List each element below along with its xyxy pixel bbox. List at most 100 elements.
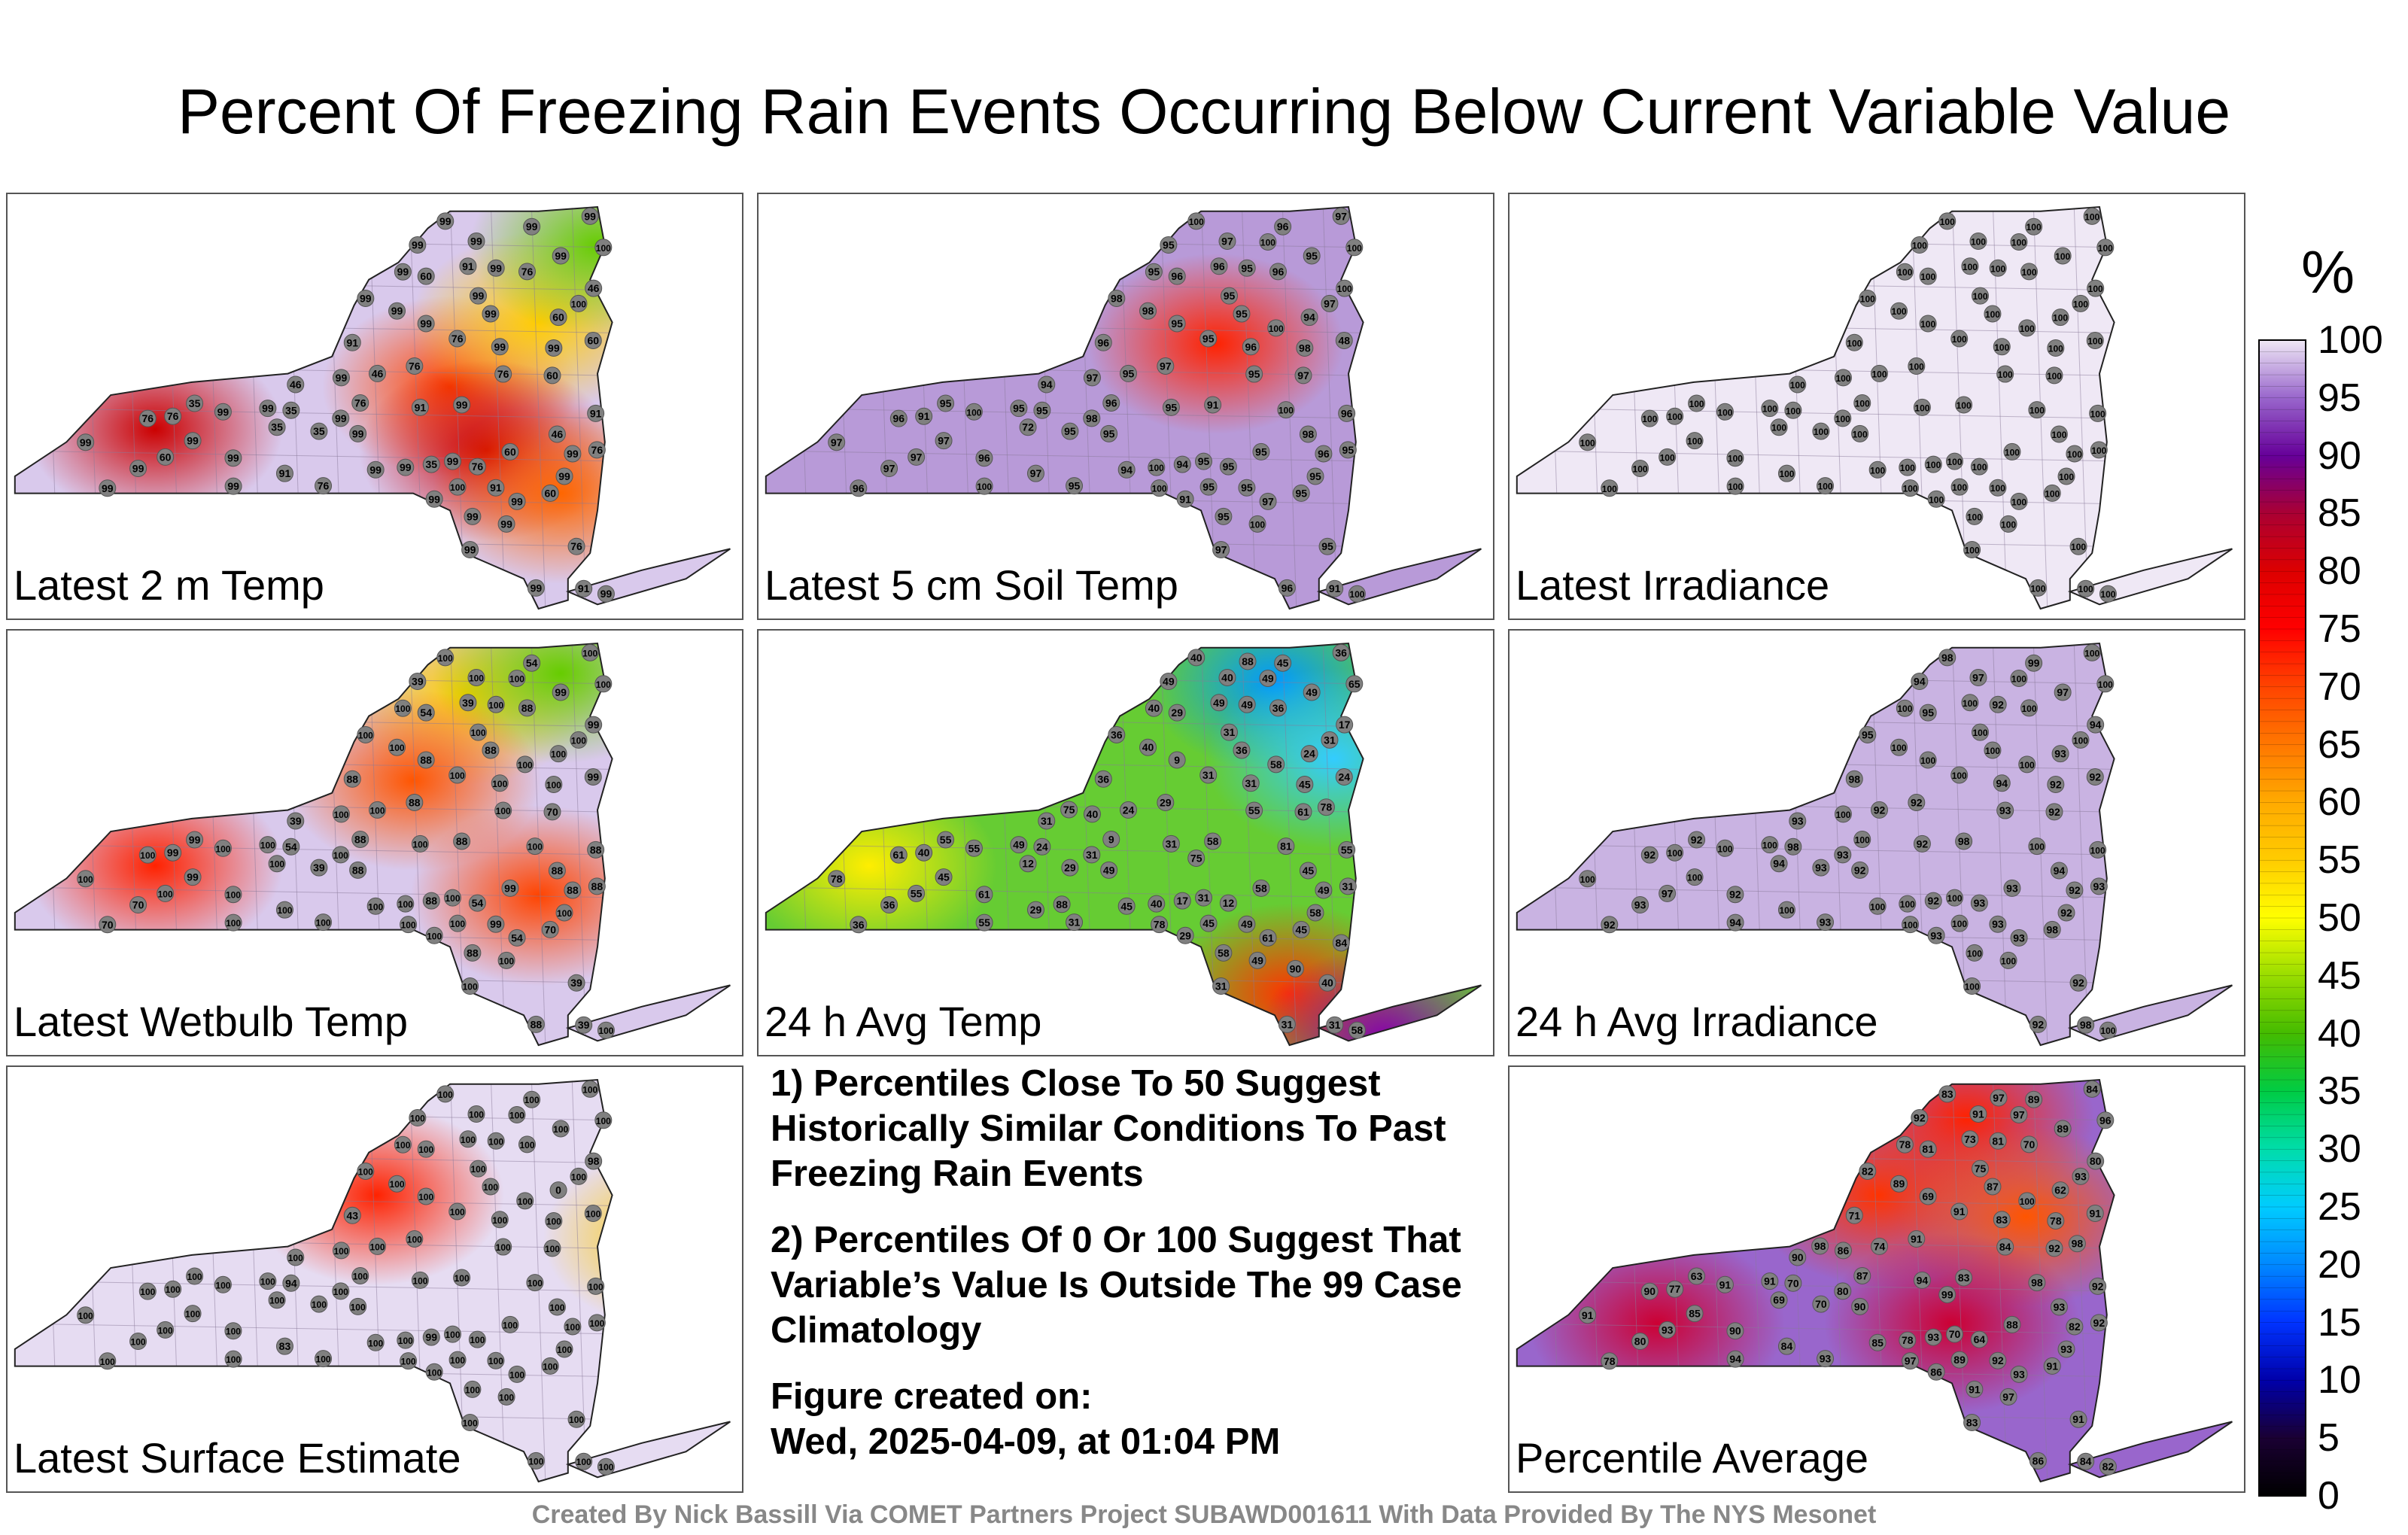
station-value: 94: [1996, 777, 2008, 789]
county-line: [1516, 971, 2233, 986]
station-marker: 93: [2072, 1167, 2090, 1185]
station-value: 100: [2067, 449, 2082, 460]
station-value: 100: [1642, 414, 1657, 424]
station-value: 100: [469, 1109, 484, 1120]
station-value: 60: [504, 445, 516, 457]
station-value: 95: [1342, 444, 1354, 456]
station-marker: 93: [1812, 859, 1830, 877]
station-marker: 70: [129, 896, 147, 914]
station-value: 98: [2046, 923, 2058, 935]
station-marker: 100: [1777, 464, 1795, 482]
station-marker: 95: [1215, 507, 1233, 525]
station-value: 82: [2069, 1321, 2081, 1333]
station-marker: 100: [315, 1350, 333, 1368]
station-marker: 93: [2051, 745, 2069, 763]
station-value: 99: [526, 220, 538, 233]
station-marker: 94: [1726, 913, 1744, 932]
station-marker: 100: [1148, 458, 1166, 476]
station-marker: 100: [2018, 1192, 2036, 1210]
station-marker: 83: [275, 1337, 293, 1355]
station-marker: 100: [1336, 279, 1354, 297]
station-value: 96: [1341, 407, 1353, 419]
station-marker: 100: [2099, 1021, 2117, 1039]
station-value: 97: [1262, 495, 1274, 507]
station-value: 100: [1855, 834, 1870, 845]
station-marker: 100: [508, 1105, 526, 1123]
station-value: 75: [1190, 852, 1202, 864]
station-value: 100: [369, 805, 385, 816]
station-value: 39: [412, 676, 424, 688]
station-marker: 100: [581, 1080, 599, 1098]
station-marker: 100: [594, 239, 613, 257]
station-value: 100: [1920, 755, 1935, 766]
station-value: 100: [450, 1207, 465, 1217]
station-value: 100: [1947, 457, 1962, 467]
station-value: 97: [883, 463, 895, 475]
station-value: 35: [313, 425, 325, 437]
station-value: 70: [1787, 1277, 1799, 1289]
station-marker: 100: [397, 895, 415, 913]
station-value: 93: [2013, 1368, 2025, 1380]
station-value: 95: [1248, 368, 1260, 380]
station-value: 39: [290, 815, 302, 827]
station-value: 100: [2030, 583, 2045, 594]
station-value: 40: [1142, 741, 1154, 753]
station-marker: 100: [224, 1322, 242, 1340]
station-marker: 87: [1984, 1178, 2002, 1196]
station-value: 100: [2090, 845, 2105, 856]
station-marker: 100: [584, 1205, 602, 1223]
station-marker: 100: [397, 1331, 415, 1349]
map-panel-4: 39 54 100 39 54 88 39 99 100 88 88 54 88 99 39 39 88 39 10…: [6, 629, 743, 1056]
station-value: 100: [2020, 324, 2035, 334]
station-marker: 99: [552, 683, 570, 701]
station-marker: 99: [491, 338, 509, 356]
colorbar-tick: 5: [2318, 1416, 2340, 1461]
station-value: 76: [167, 410, 179, 422]
station-marker: 100: [443, 889, 461, 907]
station-marker: 24: [1120, 801, 1138, 819]
station-value: 100: [598, 1026, 613, 1036]
station-marker: 100: [1716, 839, 1734, 857]
station-value: 96: [1245, 341, 1257, 353]
colorbar-tick: 45: [2318, 953, 2361, 998]
station-value: 99: [567, 448, 579, 460]
station-value: 76: [451, 333, 464, 345]
station-marker: 100: [1267, 319, 1285, 337]
station-value: 100: [1814, 427, 1829, 437]
station-value: 70: [132, 899, 144, 911]
panel-label: Latest 2 m Temp: [14, 561, 324, 609]
colorbar-tick: 0: [2318, 1474, 2340, 1518]
station-marker: 91: [487, 479, 505, 497]
station-marker: 78: [1896, 1135, 1914, 1154]
station-value: 99: [531, 582, 543, 594]
station-marker: 88: [1053, 895, 1071, 913]
station-value: 76: [497, 368, 509, 380]
station-value: 36: [853, 919, 865, 931]
station-value: 72: [1022, 421, 1034, 433]
station-marker: 78: [1899, 1331, 1917, 1349]
station-value: 49: [1318, 884, 1330, 896]
station-value: 100: [1947, 893, 1962, 904]
station-marker: 91: [915, 407, 933, 425]
station-value: 94: [2090, 719, 2102, 731]
county-line: [765, 971, 1482, 986]
county-line: [1516, 535, 2233, 549]
station-marker: 12: [1219, 894, 1237, 912]
station-value: 70: [102, 919, 114, 931]
station-marker: 93: [1817, 913, 1835, 932]
station-marker: 100: [394, 1135, 412, 1154]
station-value: 76: [142, 412, 154, 424]
panel-label: 24 h Avg Temp: [765, 998, 1042, 1045]
station-marker: 99: [99, 479, 117, 497]
station-value: 92: [1917, 837, 1929, 850]
station-value: 99: [600, 588, 613, 600]
station-marker: 70: [1812, 1295, 1830, 1313]
station-value: 98: [1111, 293, 1123, 305]
station-marker: 88: [464, 944, 482, 962]
station-value: 100: [1835, 414, 1850, 424]
station-value: 31: [1041, 815, 1053, 827]
station-value: 78: [1902, 1334, 1914, 1346]
station-marker: 61: [975, 886, 993, 904]
station-value: 55: [978, 916, 990, 929]
station-marker: 96: [1338, 404, 1356, 422]
